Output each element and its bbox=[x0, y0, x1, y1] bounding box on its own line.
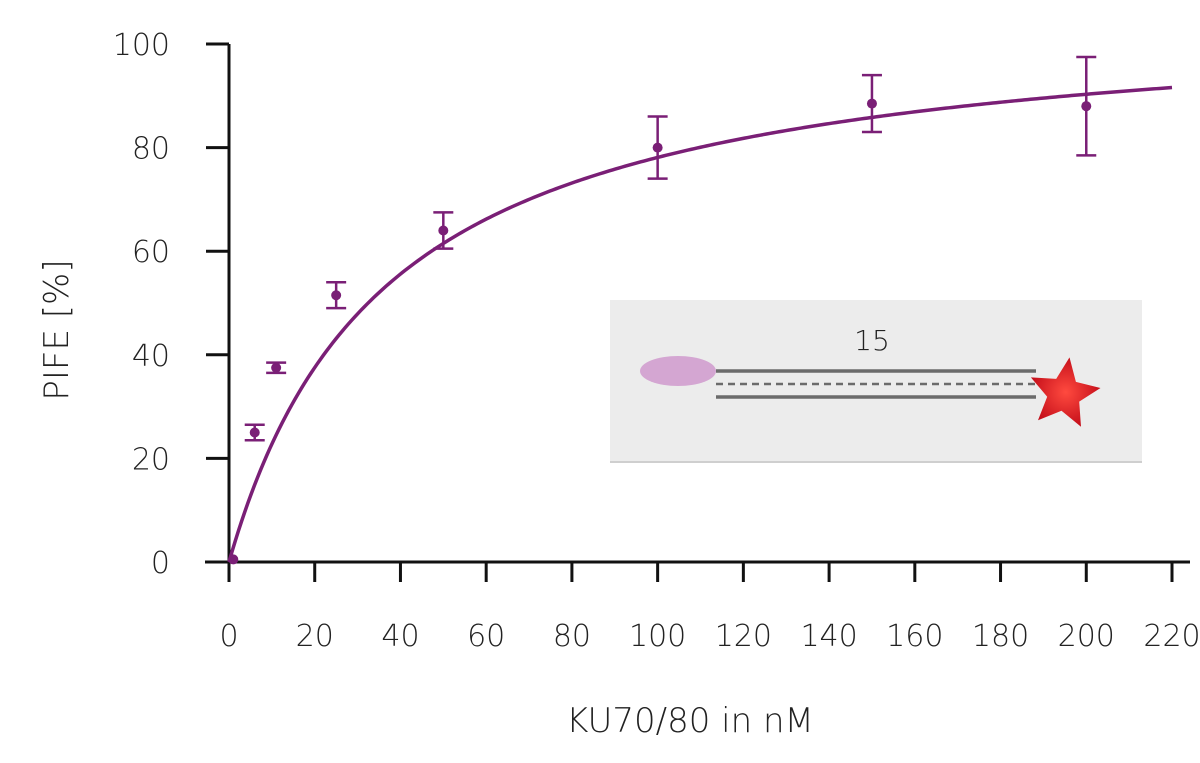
x-tick-label: 180 bbox=[972, 619, 1029, 654]
data-point bbox=[331, 290, 342, 301]
inset-diagram: 15 bbox=[610, 300, 1142, 463]
x-tick-label: 0 bbox=[219, 619, 238, 654]
data-point bbox=[1081, 101, 1092, 112]
x-tick-label: 40 bbox=[381, 619, 419, 654]
data-point bbox=[249, 427, 260, 438]
x-tick-label: 20 bbox=[296, 619, 334, 654]
data-point bbox=[228, 554, 239, 565]
y-tick-label: 20 bbox=[132, 442, 170, 477]
axes bbox=[205, 44, 1190, 570]
y-axis-title: PIFE [%] bbox=[37, 259, 77, 400]
x-tick-label: 80 bbox=[553, 619, 591, 654]
fluorophore-star bbox=[1030, 357, 1101, 427]
x-axis-title: KU70/80 in nM bbox=[566, 701, 814, 741]
y-tick-label: 60 bbox=[132, 235, 170, 270]
x-tick-label: 220 bbox=[1143, 619, 1200, 654]
x-tick-label: 140 bbox=[800, 619, 857, 654]
x-tick-label: 160 bbox=[886, 619, 943, 654]
x-axis-ticks: 0 20 40 60 80 100 120 140 160 180 200 220 bbox=[219, 562, 1200, 654]
y-tick-label: 0 bbox=[151, 546, 170, 581]
data-point bbox=[271, 362, 282, 373]
data-point bbox=[438, 225, 449, 236]
data-point bbox=[652, 142, 663, 153]
fit-curve bbox=[227, 85, 1173, 563]
data-point bbox=[866, 98, 877, 109]
x-tick-label: 100 bbox=[629, 619, 686, 654]
x-tick-label: 200 bbox=[1058, 619, 1115, 654]
y-axis-ticks: 0 20 40 60 80 100 bbox=[113, 28, 229, 581]
protein-ellipse bbox=[640, 356, 716, 386]
y-tick-label: 80 bbox=[132, 132, 170, 167]
y-tick-label: 100 bbox=[113, 28, 170, 63]
x-tick-label: 120 bbox=[715, 619, 772, 654]
inset-length-label: 15 bbox=[854, 324, 890, 357]
x-tick-label: 60 bbox=[467, 619, 505, 654]
data-points bbox=[228, 55, 1097, 565]
y-tick-label: 40 bbox=[132, 339, 170, 374]
